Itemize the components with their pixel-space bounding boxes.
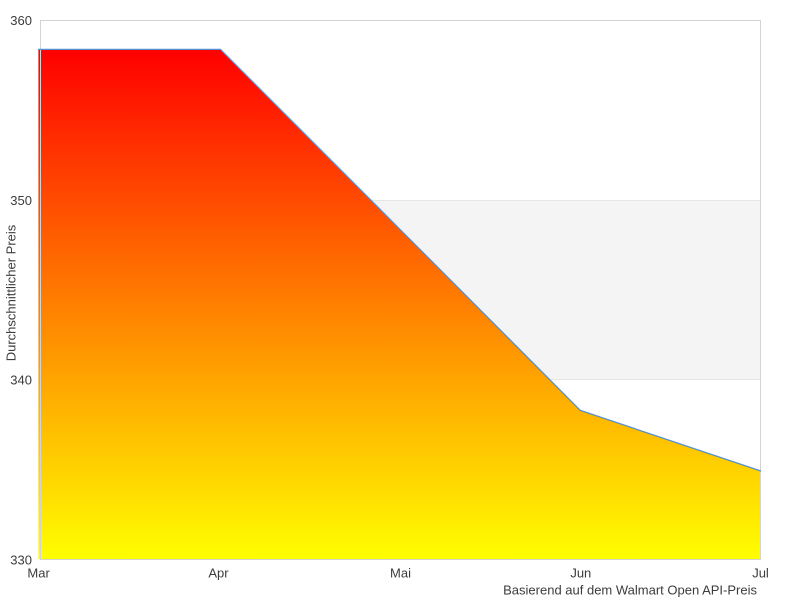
svg-text:Mar: Mar <box>27 566 50 581</box>
svg-text:330: 330 <box>10 552 32 567</box>
svg-text:Jul: Jul <box>752 566 769 581</box>
svg-text:340: 340 <box>10 373 32 388</box>
svg-text:Basierend auf dem Walmart Open: Basierend auf dem Walmart Open API-Preis <box>503 583 757 598</box>
svg-text:360: 360 <box>10 13 32 28</box>
svg-text:Apr: Apr <box>208 566 229 581</box>
svg-text:Mai: Mai <box>390 566 411 581</box>
svg-text:Durchschnittlicher Preis: Durchschnittlicher Preis <box>4 224 19 361</box>
svg-text:350: 350 <box>10 193 32 208</box>
svg-text:Jun: Jun <box>570 566 591 581</box>
